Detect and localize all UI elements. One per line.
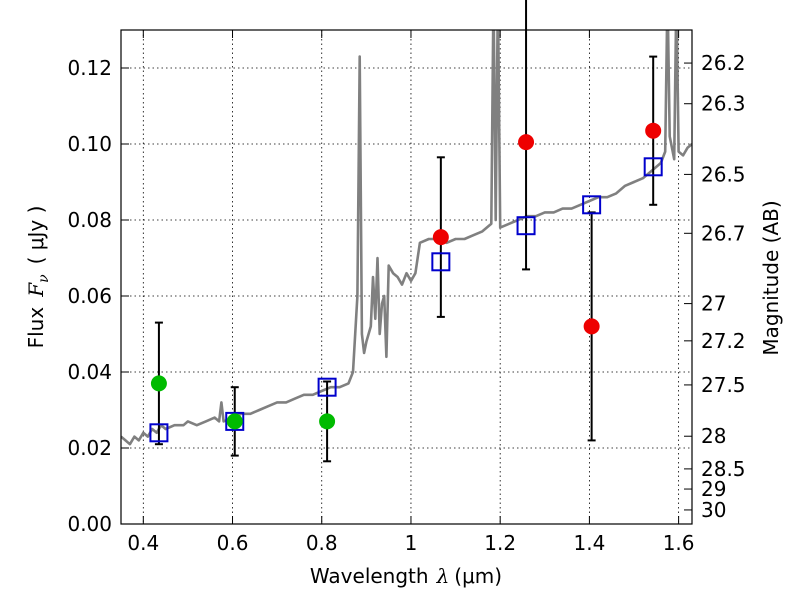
x-tick-label: 0.6 bbox=[217, 531, 249, 555]
x-tick-label: 1.4 bbox=[573, 531, 605, 555]
y2-tick-label: 28 bbox=[701, 424, 726, 448]
y-tick-label: 0.08 bbox=[67, 208, 112, 232]
model-photometry-square bbox=[225, 411, 245, 431]
model-photometry-square bbox=[431, 252, 451, 272]
model-photometry-square bbox=[643, 157, 663, 177]
red-detection-point bbox=[583, 318, 600, 335]
red-detection-point bbox=[518, 134, 535, 151]
model-photometry-square bbox=[516, 216, 536, 236]
y2-tick-label: 27.5 bbox=[701, 373, 746, 397]
y2-tick-label: 26.3 bbox=[701, 92, 746, 116]
y2-tick-label: 30 bbox=[701, 498, 726, 522]
red-detection-point bbox=[432, 229, 449, 246]
tick-layer: 0.4 0.6 0.8 1 1.2 1.4 1.6 0.00 0.02 0.04 0.06 0.08 0… bbox=[67, 30, 746, 555]
y2-tick-label: 27.2 bbox=[701, 329, 746, 353]
x-tick-label: 1.6 bbox=[663, 531, 695, 555]
model-photometry-square bbox=[149, 423, 169, 443]
y-tick-label: 0.12 bbox=[67, 56, 112, 80]
y-tick-label: 0.02 bbox=[67, 436, 112, 460]
red-detection-point bbox=[645, 122, 662, 139]
y2-tick-label: 27 bbox=[701, 292, 726, 316]
marker-layer bbox=[149, 0, 663, 463]
green-detection-point bbox=[226, 413, 243, 430]
model-photometry-square bbox=[582, 195, 602, 215]
y-tick-label: 0.04 bbox=[67, 360, 112, 384]
y2-tick-label: 26.5 bbox=[701, 162, 746, 186]
model-photometry-square bbox=[317, 377, 337, 397]
y-tick-label: 0.06 bbox=[67, 284, 112, 308]
y2-axis-label: Magnitude (AB) bbox=[759, 200, 783, 355]
x-tick-label: 0.4 bbox=[127, 531, 159, 555]
y-tick-label: 0.00 bbox=[67, 512, 112, 536]
data-layer bbox=[121, 30, 692, 446]
green-detection-point bbox=[150, 375, 167, 392]
plot-frame bbox=[120, 29, 693, 525]
grid-layer bbox=[121, 30, 692, 525]
green-detection-point bbox=[319, 413, 336, 430]
x-axis-label: Wavelength λ (μm) bbox=[310, 564, 502, 588]
y-axis-label: FluxFν( μJy ) bbox=[24, 206, 52, 349]
y2-tick-label: 29 bbox=[701, 477, 726, 501]
x-tick-label: 0.8 bbox=[306, 531, 338, 555]
x-tick-label: 1 bbox=[405, 531, 418, 555]
x-tick-label: 1.2 bbox=[484, 531, 516, 555]
y2-tick-label: 26.2 bbox=[701, 51, 746, 75]
y2-tick-label: 26.7 bbox=[701, 221, 746, 245]
y2-tick-label: 28.5 bbox=[701, 457, 746, 481]
y-tick-label: 0.10 bbox=[67, 132, 112, 156]
spectrum-line bbox=[121, 30, 692, 446]
